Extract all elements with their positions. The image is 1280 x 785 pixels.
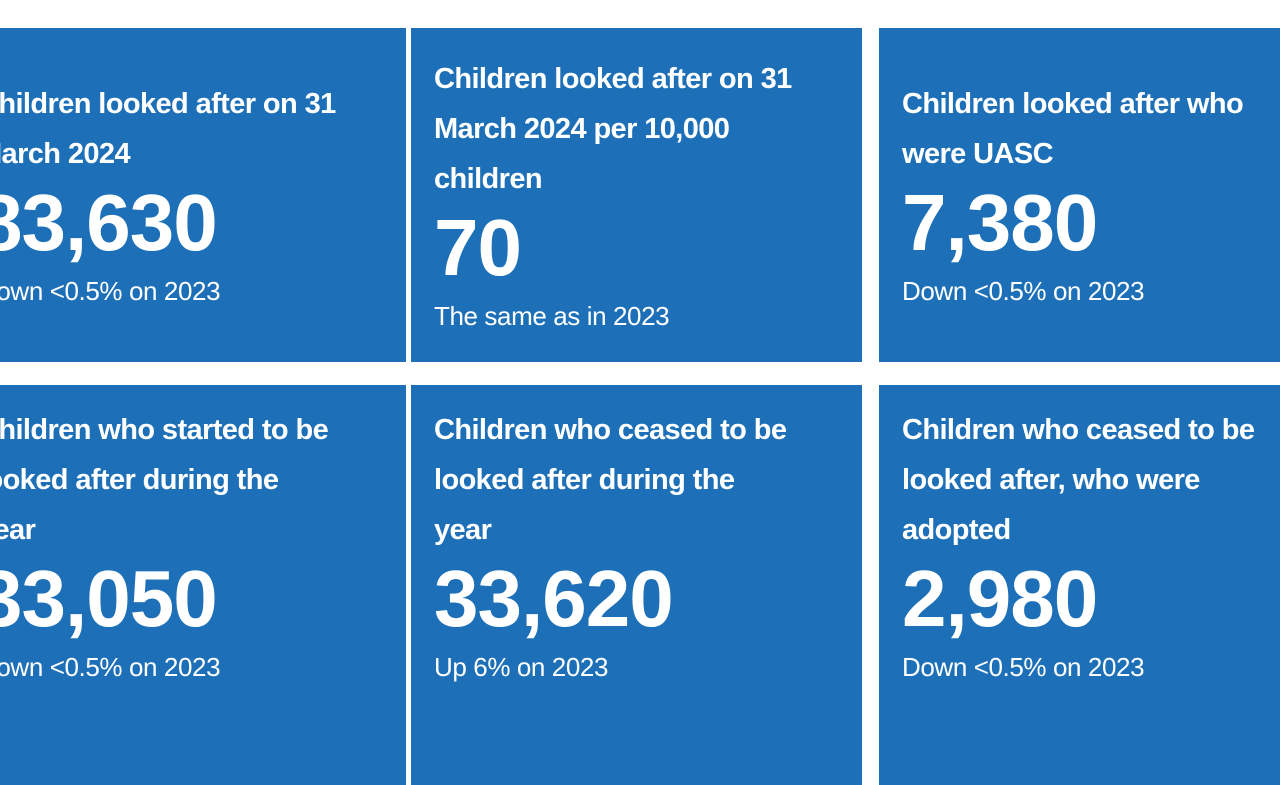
card-title: Children who ceased to be looked after d… — [434, 414, 787, 546]
card-value: 83,630 — [0, 178, 218, 267]
card-title: Children who started to be looked after … — [0, 414, 329, 546]
page: Children looked after on 31 March 202483… — [0, 28, 1280, 785]
card-title: Children looked after who were UASC — [902, 88, 1244, 170]
card-value: 33,620 — [434, 554, 674, 643]
stat-card: Children who started to be looked after … — [0, 385, 406, 785]
card-value: 7,380 — [902, 178, 1098, 267]
card-value: 70 — [434, 203, 522, 292]
stat-card: Children looked after on 31 March 2024 p… — [411, 28, 862, 362]
card-note: The same as in 2023 — [434, 301, 670, 331]
card-title: Children looked after on 31 March 2024 p… — [434, 63, 792, 195]
card-note: Down <0.5% on 2023 — [0, 276, 221, 306]
card-note: Down <0.5% on 2023 — [902, 276, 1145, 306]
card-note: Down <0.5% on 2023 — [902, 652, 1145, 682]
stat-card: Children who ceased to be looked after, … — [879, 385, 1280, 785]
card-value: 33,050 — [0, 554, 218, 643]
card-note: Down <0.5% on 2023 — [0, 652, 221, 682]
stat-card: Children who ceased to be looked after d… — [411, 385, 862, 785]
card-title: Children who ceased to be looked after, … — [902, 414, 1255, 546]
stat-card: Children looked after on 31 March 202483… — [0, 28, 406, 362]
stat-card: Children looked after who were UASC 7,380… — [879, 28, 1280, 362]
card-title: Children looked after on 31 March 2024 — [0, 88, 336, 170]
card-value: 2,980 — [902, 554, 1098, 643]
card-note: Up 6% on 2023 — [434, 652, 609, 682]
